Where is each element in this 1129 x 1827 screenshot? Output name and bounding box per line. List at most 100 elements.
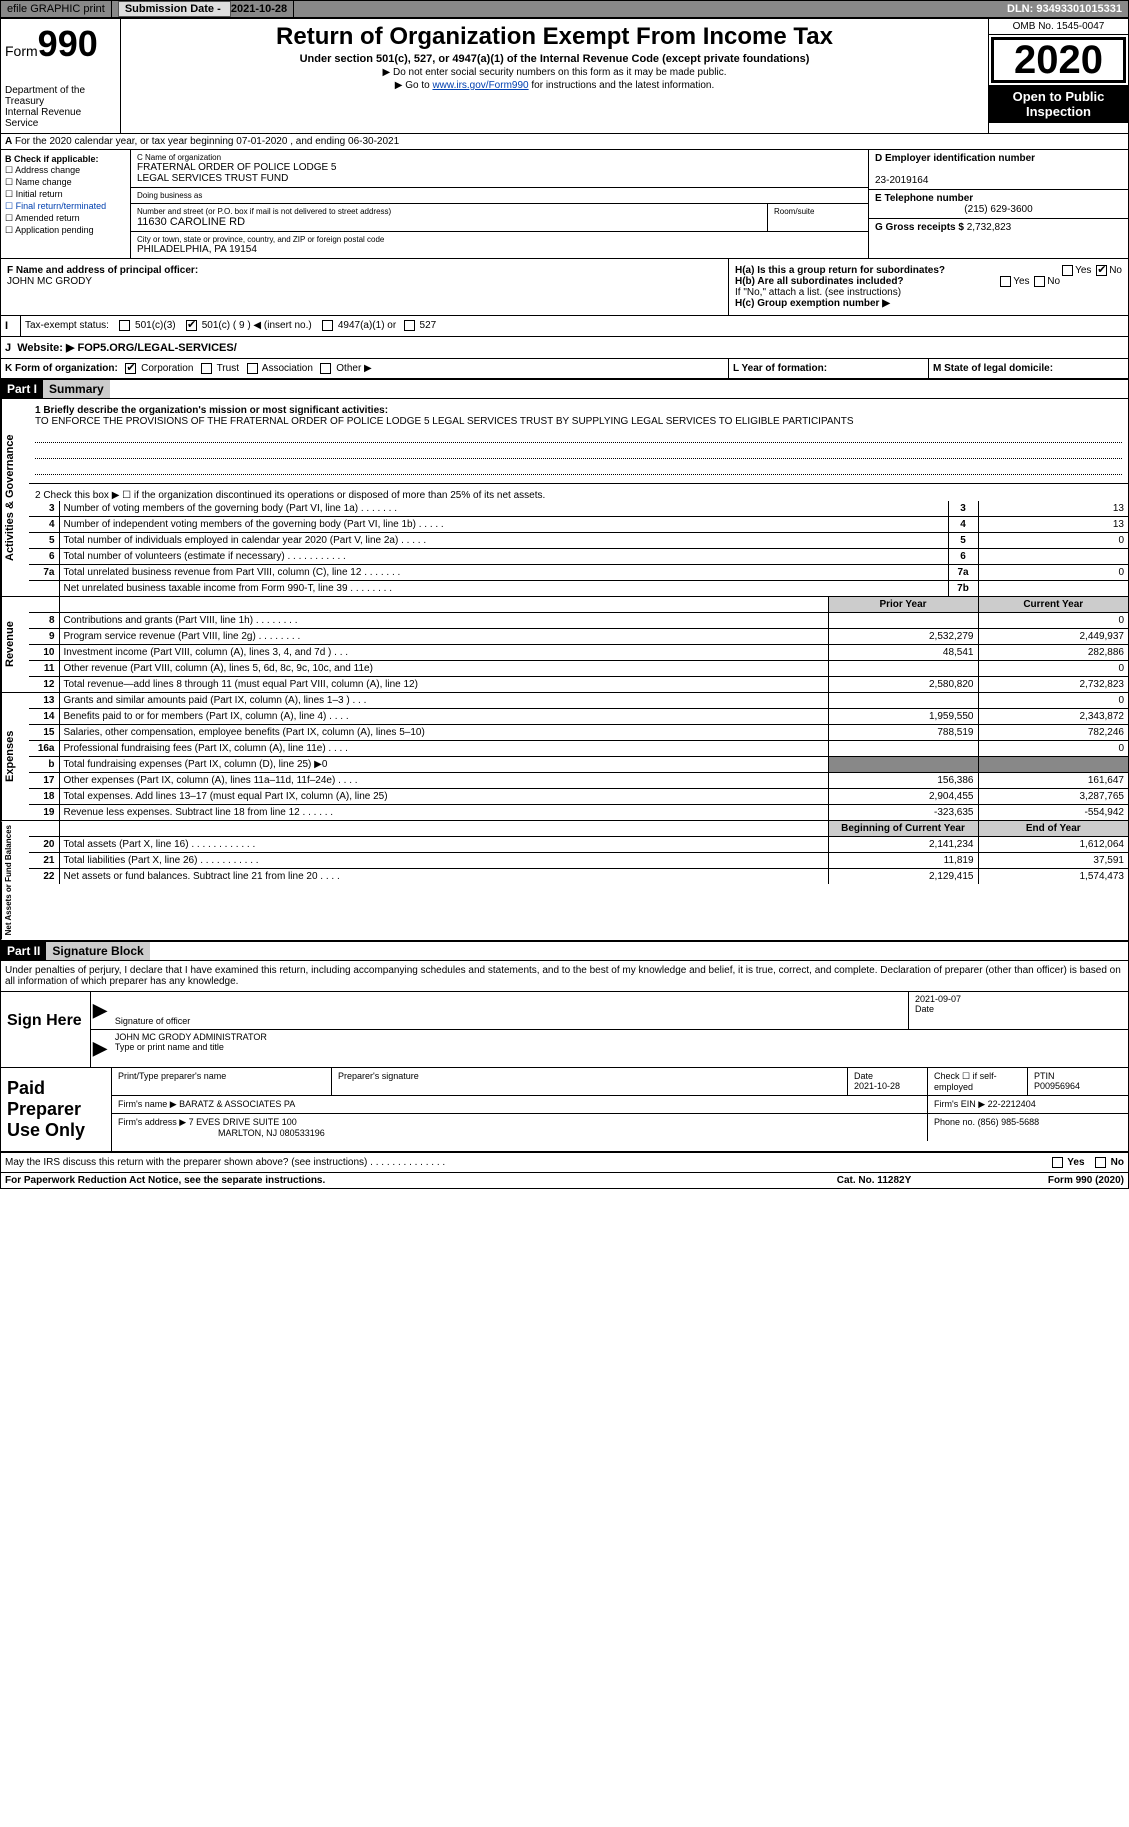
- chk-other[interactable]: [320, 363, 331, 374]
- hb-label: H(b) Are all subordinates included?: [735, 276, 904, 287]
- part1-header: Part ISummary: [1, 380, 1128, 399]
- form-number: Form990: [5, 23, 116, 65]
- phone-cell: E Telephone number (215) 629-3600: [869, 190, 1128, 219]
- ha-yes[interactable]: [1062, 265, 1073, 276]
- paid-row3: Firm's address ▶ 7 EVES DRIVE SUITE 100M…: [112, 1114, 1128, 1141]
- form-container: Form990 Department of the Treasury Inter…: [0, 18, 1129, 1189]
- chk-name[interactable]: ☐ Name change: [5, 177, 126, 188]
- firm-phone: (856) 985-5688: [978, 1117, 1040, 1127]
- m-label: M State of legal domicile:: [933, 363, 1053, 374]
- submission-label: Submission Date -: [118, 1, 231, 17]
- phone-val: (215) 629-3600: [875, 204, 1122, 215]
- dba-cell: Doing business as: [131, 188, 868, 204]
- firm-phone-label: Phone no.: [934, 1117, 975, 1127]
- firm-label: Firm's name ▶: [118, 1099, 177, 1109]
- prep-name-label: Print/Type preparer's name: [112, 1068, 332, 1095]
- ha-no[interactable]: [1096, 265, 1107, 276]
- hb-yes[interactable]: [1000, 276, 1011, 287]
- room-label: Room/suite: [774, 207, 862, 216]
- row-k: K Form of organization: Corporation Trus…: [1, 359, 1128, 380]
- revenue-content: Prior YearCurrent Year8Contributions and…: [29, 597, 1128, 692]
- row-i-body: Tax-exempt status: 501(c)(3) 501(c) ( 9 …: [21, 316, 1128, 336]
- org-name: FRATERNAL ORDER OF POLICE LODGE 5 LEGAL …: [137, 162, 862, 184]
- row-j: J Website: ▶ FOP5.ORG/LEGAL-SERVICES/: [1, 337, 1128, 359]
- chk-address[interactable]: ☐ Address change: [5, 165, 126, 176]
- note2-pre: ▶ Go to: [395, 80, 433, 91]
- street-val: 11630 CAROLINE RD: [137, 216, 761, 228]
- box-h: H(a) Is this a group return for subordin…: [728, 259, 1128, 315]
- form990-link[interactable]: www.irs.gov/Form990: [432, 80, 528, 91]
- row-f-h: F Name and address of principal officer:…: [1, 259, 1128, 316]
- part1-num: Part I: [1, 380, 43, 398]
- chk-pending[interactable]: ☐ Application pending: [5, 225, 126, 236]
- prep-date: 2021-10-28: [854, 1081, 900, 1091]
- box-b-title: B Check if applicable:: [5, 154, 99, 164]
- sign-body: ▶ Signature of officer 2021-09-07 Date ▶…: [91, 992, 1128, 1067]
- box-f-label: F Name and address of principal officer:: [7, 265, 198, 276]
- paid-row1: Print/Type preparer's name Preparer's si…: [112, 1068, 1128, 1096]
- summary-netassets: Net Assets or Fund Balances Beginning of…: [1, 820, 1128, 941]
- chk-527[interactable]: [404, 320, 415, 331]
- hb-no[interactable]: [1034, 276, 1045, 287]
- netassets-content: Beginning of Current YearEnd of Year20To…: [29, 821, 1128, 939]
- disc-yes[interactable]: [1052, 1157, 1063, 1168]
- firm-ein: 22-2212404: [988, 1099, 1036, 1109]
- sign-label: Sign Here: [1, 992, 91, 1067]
- chk-amended[interactable]: ☐ Amended return: [5, 213, 126, 224]
- expenses-table: 13Grants and similar amounts paid (Part …: [29, 693, 1128, 820]
- firm-name: BARATZ & ASSOCIATES PA: [179, 1099, 295, 1109]
- discuss-row: May the IRS discuss this return with the…: [1, 1153, 1128, 1173]
- paid-preparer: Paid Preparer Use Only Print/Type prepar…: [1, 1068, 1128, 1153]
- chk-501c[interactable]: [186, 320, 197, 331]
- ein-val: 23-2019164: [875, 175, 928, 186]
- ha-row: H(a) Is this a group return for subordin…: [735, 265, 1122, 276]
- vtab-governance: Activities & Governance: [1, 399, 29, 596]
- footer-mid: Cat. No. 11282Y: [774, 1175, 974, 1186]
- prep-date-label: Date: [854, 1071, 873, 1081]
- form-990: 990: [38, 23, 98, 64]
- governance-content: 1 Briefly describe the organization's mi…: [29, 399, 1128, 596]
- form-note2: ▶ Go to www.irs.gov/Form990 for instruct…: [125, 80, 984, 91]
- part2-title: Signature Block: [46, 942, 149, 960]
- sign-block: Sign Here ▶ Signature of officer 2021-09…: [1, 992, 1128, 1068]
- chk-corp[interactable]: [125, 363, 136, 374]
- form-label: Form: [5, 43, 38, 59]
- self-emp[interactable]: Check ☐ if self-employed: [928, 1068, 1028, 1095]
- part1-title: Summary: [43, 380, 110, 398]
- desc-label: 1 Briefly describe the organization's mi…: [35, 405, 388, 416]
- gross-cell: G Gross receipts $ 2,732,823: [869, 219, 1128, 236]
- paid-label: Paid Preparer Use Only: [1, 1068, 111, 1151]
- chk-501c3[interactable]: [119, 320, 130, 331]
- ha-label: H(a) Is this a group return for subordin…: [735, 265, 945, 276]
- header-mid: Return of Organization Exempt From Incom…: [121, 19, 988, 133]
- row-j-label: J: [5, 342, 11, 354]
- chk-assoc[interactable]: [247, 363, 258, 374]
- form-header: Form990 Department of the Treasury Inter…: [1, 19, 1128, 134]
- row-a-text: For the 2020 calendar year, or tax year …: [15, 136, 399, 147]
- row-k-left: K Form of organization: Corporation Trus…: [1, 359, 728, 378]
- form-title: Return of Organization Exempt From Incom…: [125, 23, 984, 51]
- chk-initial[interactable]: ☐ Initial return: [5, 189, 126, 200]
- chk-4947[interactable]: [322, 320, 333, 331]
- desc-text: TO ENFORCE THE PROVISIONS OF THE FRATERN…: [35, 416, 854, 427]
- chk-trust[interactable]: [201, 363, 212, 374]
- org-name-label: C Name of organization: [137, 153, 862, 162]
- chk-final[interactable]: ☐ Final return/terminated: [5, 201, 126, 212]
- part2-num: Part II: [1, 942, 46, 960]
- part2-header: Part IISignature Block: [1, 942, 1128, 961]
- paid-row2: Firm's name ▶ BARATZ & ASSOCIATES PA Fir…: [112, 1096, 1128, 1114]
- line2: 2 Check this box ▶ ☐ if the organization…: [29, 484, 1128, 501]
- vtab-netassets: Net Assets or Fund Balances: [1, 821, 29, 939]
- l-label: L Year of formation:: [733, 363, 827, 374]
- mission-desc: 1 Briefly describe the organization's mi…: [29, 399, 1128, 484]
- revenue-table: Prior YearCurrent Year8Contributions and…: [29, 597, 1128, 692]
- row-i-label: I: [1, 316, 21, 336]
- declaration: Under penalties of perjury, I declare th…: [1, 961, 1128, 992]
- website-label: Website: ▶: [17, 342, 74, 354]
- box-d: D Employer identification number 23-2019…: [868, 150, 1128, 258]
- hb2-text: If "No," attach a list. (see instruction…: [735, 287, 1122, 298]
- governance-table: 3Number of voting members of the governi…: [29, 501, 1128, 596]
- disc-no[interactable]: [1095, 1157, 1106, 1168]
- hc-label: H(c) Group exemption number ▶: [735, 298, 890, 309]
- ein-cell: D Employer identification number 23-2019…: [869, 150, 1128, 190]
